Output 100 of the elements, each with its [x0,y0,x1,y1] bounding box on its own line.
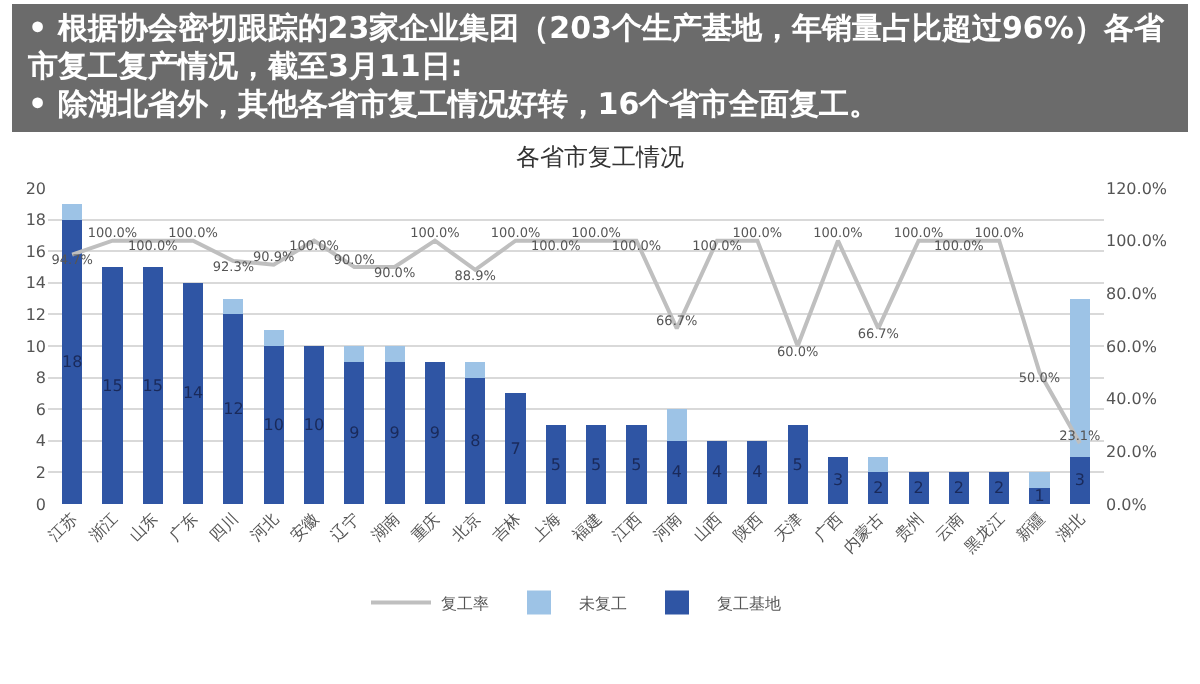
y-tick-label: 10 [25,337,46,356]
data-label: 2 [953,479,964,498]
bar [868,456,889,473]
data-label: 5 [591,455,602,474]
bar [1029,472,1050,489]
data-label: 5 [550,455,561,474]
data-label: 9 [349,423,360,442]
y-tick-label: 4 [35,432,46,451]
x-tick-label: 江西 [609,509,645,546]
text: • 根据协会密切跟踪的23家企业集团（203个生产基地，年销量占比超过96%）各省市复工复产情况，截至3月11日: [28,10,1166,86]
y2-tick-label: 120.0% [1106,179,1168,198]
data-label: 3 [1074,471,1085,490]
y-tick-label: 12 [25,306,46,324]
x-tick-label: 山东 [125,509,162,546]
data-label: 8 [470,431,481,450]
x-tick-label: 上海 [528,509,565,546]
data-label: 14 [182,384,204,403]
x-tick-label: 山西 [690,509,726,546]
y2-tick-label: 60.0% [1106,337,1158,356]
data-label: 1 [1034,487,1045,506]
bar [707,440,728,504]
data-label: 7 [510,439,521,458]
bar [908,472,929,504]
legend-label: 未复工 [579,594,627,613]
legend-label: 复工率 [441,594,489,613]
bar [666,409,687,441]
data-label: 2 [994,479,1005,498]
y-tick-label: 20 [25,179,46,198]
x-tick-label: 湖北 [1052,509,1089,546]
bar [263,346,284,504]
bar [384,346,405,362]
bar [62,203,83,220]
data-label: 2 [873,479,884,498]
y2-tick-label: 80.0% [1106,284,1158,303]
data-label: 4 [671,463,682,482]
y2-tick-label: 20.0% [1106,442,1158,461]
x-tick-label: 贵州 [891,509,928,546]
bar [948,472,969,504]
bar [223,298,244,315]
legend-label: 复工基地 [717,594,781,613]
bar [223,314,244,504]
x-tick-label: 安徽 [287,509,323,546]
x-tick-label: 四川 [206,509,242,546]
bar [102,267,123,504]
y2-tick-label: 100.0% [1106,232,1168,251]
y-tick-label: 14 [25,274,46,293]
bar [666,440,687,504]
data-label: 4 [711,463,723,482]
x-tick-label: 辽宁 [327,509,363,546]
x-tick-label: 江苏 [45,509,81,546]
text: • 除湖北省外，其他各省市复工情况好转，16个省市全面复工。 [28,86,882,124]
data-label: 18 [61,352,83,371]
bar [303,346,325,504]
bar [787,425,808,504]
y-tick-label: 0 [35,495,46,514]
bar [1029,488,1050,504]
data-label: 5 [631,455,642,474]
bar [344,346,365,362]
x-tick-label: 天津 [770,509,807,546]
bar [505,393,526,504]
data-label: 4 [752,463,763,482]
data-label: 2 [913,479,924,498]
bar [1069,456,1090,504]
bar [183,282,204,504]
bar [827,456,849,504]
bar [384,361,405,504]
x-tick-label: 陕西 [730,509,766,546]
bar [344,361,365,504]
data-label: 9 [389,423,400,442]
data-label: 15 [142,376,163,395]
x-tick-label: 河北 [246,509,283,546]
y-tick-label: 8 [35,369,46,388]
bar [626,425,647,504]
y-tick-label: 18 [25,211,46,230]
bar [747,440,768,504]
chart-title: 各省市复工情况 [516,142,684,171]
bar [424,361,445,504]
bar [545,425,566,504]
data-label: 10 [263,416,284,434]
y2-tick-label: 40.0% [1106,390,1158,409]
x-tick-label: 新疆 [1012,509,1049,546]
data-label: 9 [429,423,441,442]
bar [989,472,1010,504]
bar [586,425,607,504]
y2-tick-label: 0.0% [1106,495,1148,514]
y-tick-label: 2 [35,464,46,482]
x-tick-label: 吉林 [488,509,525,546]
bar [263,330,284,346]
x-tick-label: 湖南 [367,509,404,546]
bar [465,361,486,378]
x-tick-label: 河南 [649,509,686,546]
data-label: 10 [303,416,325,434]
data-label: 12 [223,400,244,419]
x-tick-label: 广东 [166,509,202,546]
x-tick-label: 浙江 [85,509,121,546]
x-tick-label: 福建 [569,509,605,546]
data-label: 5 [792,455,803,474]
x-tick-label: 北京 [448,509,484,546]
data-label: 3 [832,471,844,490]
y-tick-label: 6 [35,400,46,419]
